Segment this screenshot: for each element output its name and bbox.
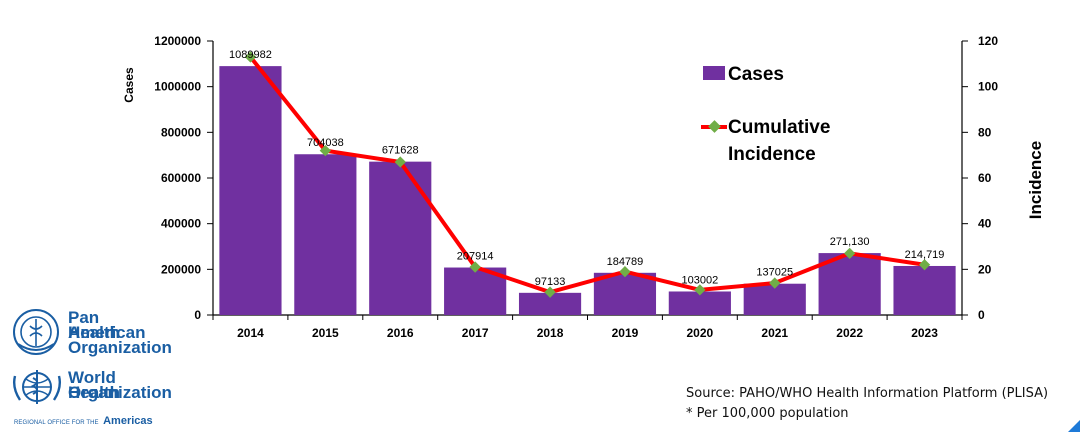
- bar-data-label: 214,719: [905, 249, 945, 261]
- who-name-1: World Health: [68, 368, 120, 402]
- bar: [219, 66, 282, 315]
- x-tick-label: 2023: [911, 326, 938, 340]
- y-tick-label-right: 100: [978, 80, 998, 94]
- y-tick-label-right: 60: [978, 171, 992, 185]
- incidence-point: [544, 286, 556, 298]
- who-emblem-icon: [12, 370, 62, 404]
- y-tick-label-left: 800000: [161, 125, 201, 139]
- paho-emblem-icon: [13, 309, 59, 355]
- bar-data-label: 271,130: [830, 236, 870, 248]
- legend-incidence-label-1: Cumulative: [728, 117, 830, 138]
- y-axis-title-cases: Cases: [122, 67, 136, 103]
- who-name-2: Organization: [68, 383, 172, 402]
- bar-data-label: 1089982: [229, 49, 272, 61]
- x-tick-label: 2015: [312, 326, 339, 340]
- bar: [294, 154, 357, 315]
- bar-data-label: 207914: [457, 251, 494, 263]
- bar: [518, 292, 582, 315]
- corner-decoration: [1068, 420, 1080, 432]
- incidence-point: [694, 284, 706, 296]
- bar: [893, 265, 956, 315]
- x-tick-label: 2021: [761, 326, 788, 340]
- footnote-line: * Per 100,000 population: [686, 406, 849, 421]
- regional-office-label: REGIONAL OFFICE FOR THE Americas: [14, 411, 153, 429]
- bar-data-label: 671628: [382, 145, 419, 157]
- legend-incidence-marker: [708, 120, 721, 133]
- bar: [369, 161, 432, 315]
- x-tick-label: 2022: [836, 326, 863, 340]
- x-tick-label: 2017: [462, 326, 489, 340]
- y-tick-label-left: 1200000: [154, 34, 201, 48]
- y-tick-label-left: 400000: [161, 217, 201, 231]
- y-tick-label-left: 200000: [161, 262, 201, 276]
- y-tick-label-left: 0: [194, 308, 201, 322]
- regional-office-small: REGIONAL OFFICE FOR THE: [14, 420, 99, 426]
- source-line: Source: PAHO/WHO Health Information Plat…: [686, 386, 1049, 401]
- legend-incidence-label-2: Incidence: [728, 144, 816, 165]
- bar-data-label: 704038: [307, 137, 344, 149]
- x-tick-label: 2019: [612, 326, 639, 340]
- legend: Cases Cumulative Incidence: [701, 64, 830, 165]
- y-tick-label-right: 0: [978, 308, 985, 322]
- bar-data-label: 137025: [756, 267, 793, 279]
- incidence-point: [769, 277, 781, 289]
- incidence-point: [244, 51, 257, 63]
- paho-name-2: Health: [68, 323, 120, 342]
- incidence-point: [394, 156, 406, 168]
- bar: [668, 291, 731, 315]
- incidence-point: [319, 144, 332, 157]
- bar: [743, 283, 806, 315]
- regional-office-americas: Americas: [103, 415, 153, 427]
- incidence-point: [918, 259, 931, 271]
- x-tick-label: 2016: [387, 326, 414, 340]
- x-tick-label: 2014: [237, 326, 264, 340]
- incidence-point: [843, 247, 856, 260]
- y-tick-label-left: 600000: [161, 171, 201, 185]
- legend-cases-label: Cases: [728, 64, 784, 85]
- x-tick-label: 2020: [686, 326, 713, 340]
- y-tick-label-right: 20: [978, 262, 992, 276]
- bar-data-label: 97133: [535, 276, 566, 288]
- legend-cases-swatch: [703, 66, 725, 80]
- y-axis-title-incidence: Incidence: [1026, 141, 1045, 219]
- y-tick-label-right: 120: [978, 34, 998, 48]
- y-tick-label-left: 1000000: [154, 80, 201, 94]
- paho-name-1: Pan American: [68, 308, 146, 342]
- incidence-point: [469, 261, 481, 273]
- bar-data-label: 184789: [607, 256, 644, 268]
- paho-name-3: Organization: [68, 338, 172, 357]
- incidence-line: [248, 55, 925, 295]
- bar: [593, 272, 657, 315]
- bar-data-label: 103002: [681, 274, 718, 286]
- x-tick-label: 2018: [537, 326, 564, 340]
- y-tick-label-right: 40: [978, 217, 992, 231]
- incidence-point: [619, 265, 631, 278]
- y-tick-label-right: 80: [978, 125, 992, 139]
